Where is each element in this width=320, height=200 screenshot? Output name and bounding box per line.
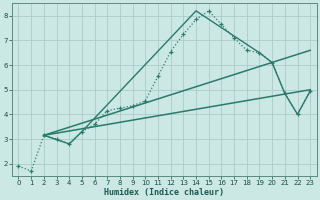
X-axis label: Humidex (Indice chaleur): Humidex (Indice chaleur) [104, 188, 224, 197]
